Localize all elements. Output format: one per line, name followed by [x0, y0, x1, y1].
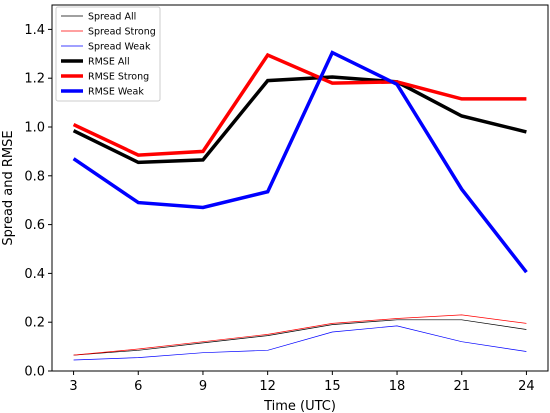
y-tick-label: 1.4 — [24, 23, 45, 38]
series-line-spread-all — [73, 319, 527, 356]
x-tick-label: 15 — [324, 379, 341, 394]
y-tick-label: 0.6 — [24, 218, 45, 233]
y-tick-label: 0.0 — [24, 365, 45, 380]
series-line-spread-strong — [73, 314, 527, 356]
y-tick-label: 1.0 — [24, 121, 45, 136]
series-line-rmse-weak — [72, 50, 528, 274]
y-tick-label: 0.8 — [24, 169, 45, 184]
x-tick-label: 6 — [134, 379, 142, 394]
legend-label: RMSE Strong — [88, 72, 149, 83]
legend-label: Spread All — [88, 12, 136, 23]
x-tick-label: 24 — [518, 379, 535, 394]
x-tick-label: 21 — [453, 379, 470, 394]
y-tick-label: 1.2 — [24, 72, 45, 87]
y-axis-label: Spread and RMSE — [1, 130, 16, 245]
series-line-rmse-all — [72, 75, 527, 165]
y-tick-label: 0.2 — [24, 316, 45, 331]
series-line-rmse-strong — [72, 52, 527, 157]
x-tick-label: 3 — [69, 379, 77, 394]
legend-label: RMSE Weak — [88, 87, 144, 98]
legend-label: RMSE All — [88, 57, 130, 68]
x-tick-label: 9 — [199, 379, 207, 394]
legend-label: Spread Strong — [88, 27, 156, 38]
x-tick-label: 12 — [259, 379, 276, 394]
series-line-spread-weak — [73, 325, 527, 361]
series-lines — [72, 50, 528, 361]
x-axis-label: Time (UTC) — [263, 399, 336, 413]
y-tick-label: 0.4 — [24, 267, 45, 282]
legend-label: Spread Weak — [88, 42, 151, 53]
plot-frame — [51, 4, 549, 372]
legend: Spread All Spread Strong Spread Weak RMSE A… — [55, 6, 161, 102]
x-tick-label: 18 — [389, 379, 406, 394]
axis-ticks: 3 6 9 12 15 18 21 24 0.0 0.2 0.4 0.6 0.8 1.0 1.2 1.4 — [24, 23, 534, 394]
